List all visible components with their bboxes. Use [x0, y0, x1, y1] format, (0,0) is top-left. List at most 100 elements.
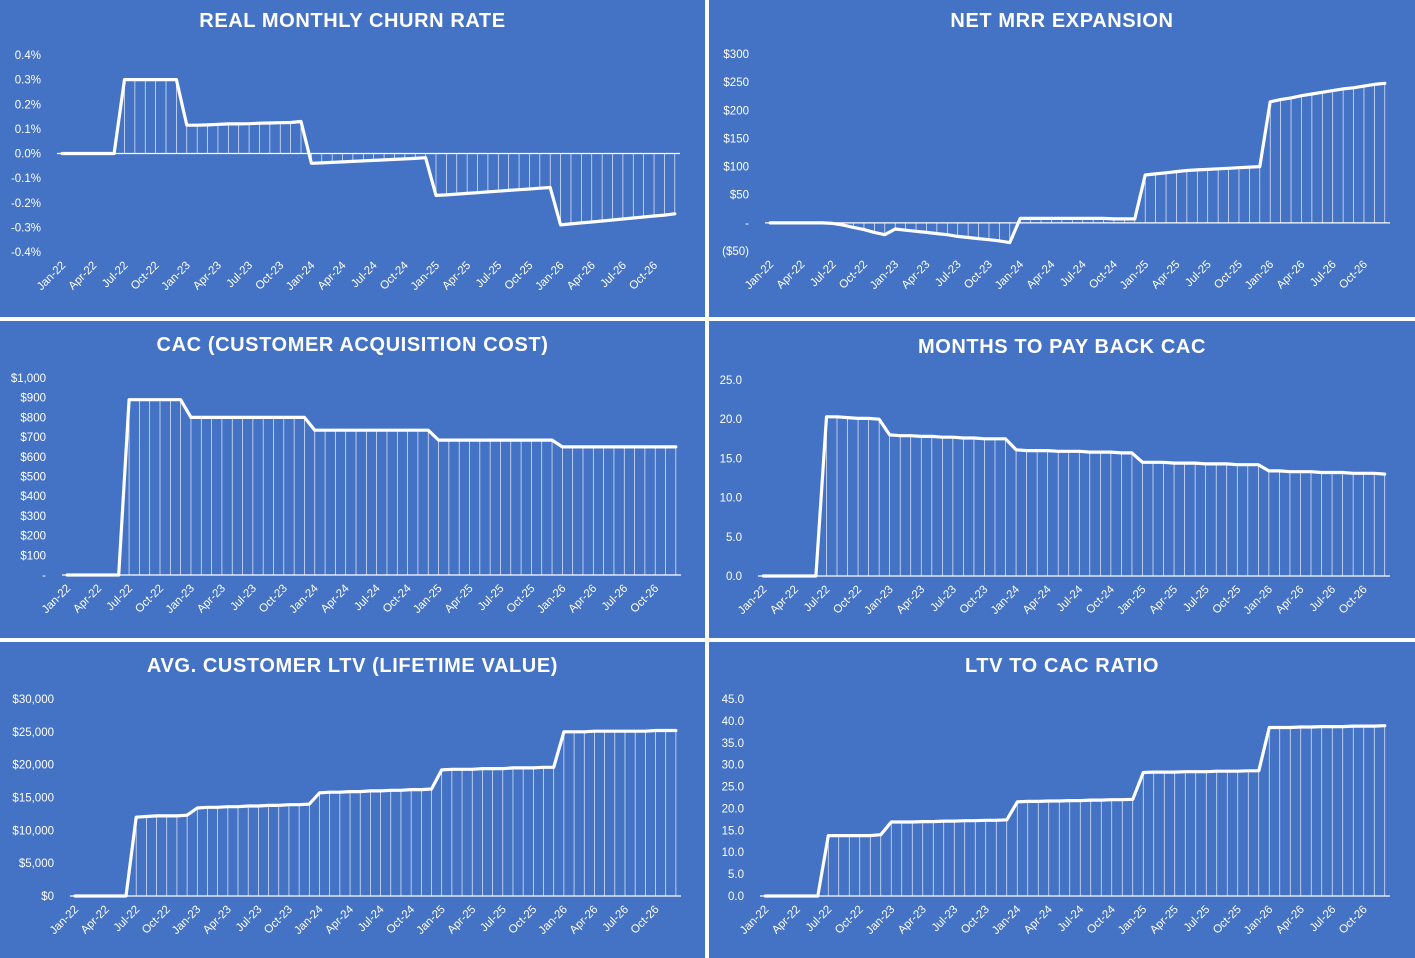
x-tick-label: Oct-25: [505, 583, 538, 616]
y-tick-label: 25.0: [720, 375, 742, 387]
chart-svg: 0.4% 0.3% 0.2% 0.1% 0.0% -0.1% -0.2% -0.3% -0.4%…: [11, 50, 680, 293]
series-line: [768, 81, 1387, 245]
x-tick-label: Apr-24: [1025, 258, 1058, 291]
x-tick-label: Apr-25: [1147, 584, 1180, 617]
x-tick-label: Jan-24: [284, 259, 318, 293]
x-tick-label: Apr-24: [316, 259, 349, 292]
x-tick-label: Oct-26: [629, 904, 662, 937]
x-tick-label: Oct-24: [1084, 583, 1117, 616]
x-tick-label: Jul-25: [476, 583, 507, 614]
y-tick-label: 40.0: [722, 716, 744, 728]
x-tick-label: Apr-24: [1022, 903, 1055, 936]
x-tick-label: Apr-26: [1274, 584, 1307, 617]
x-tick-label: Oct-22: [140, 904, 173, 937]
ltv-panel: $30,000 $25,000 $20,000 $15,000 $10,000 $5,00…: [0, 642, 705, 958]
x-tick-label: Jul-22: [802, 584, 833, 615]
y-tick-label: 20.0: [722, 803, 744, 815]
x-tick-label: Jan-23: [864, 904, 897, 937]
x-tick-label: Jan-24: [292, 903, 326, 937]
x-tick-label: Jul-26: [600, 583, 631, 614]
x-tick-label: Jan-22: [738, 904, 771, 937]
y-tick-label: -: [42, 570, 46, 582]
x-tick-label: Jan-25: [1118, 259, 1151, 292]
x-tick-label: Oct-24: [384, 903, 417, 936]
x-tick-label: Jul-24: [1058, 258, 1089, 289]
x-tick-label: Oct-23: [959, 904, 992, 937]
y-tick-label: $200: [20, 531, 46, 543]
x-tick-label: Jan-24: [993, 258, 1027, 292]
chart-title: NET MRR EXPANSION: [950, 10, 1174, 32]
x-tick-label: Apr-26: [567, 583, 600, 616]
x-tick-label: Jul-22: [100, 260, 131, 291]
chart-title: LTV TO CAC RATIO: [964, 655, 1160, 677]
x-tick-label: Oct-24: [1085, 903, 1118, 936]
y-tick-label: ($50): [722, 246, 749, 258]
y-tick-label: $200: [723, 105, 749, 117]
x-tick-label: Oct-22: [129, 260, 162, 293]
x-tick-label: Jul-26: [1308, 584, 1339, 615]
x-tick-label: Oct-24: [1087, 258, 1120, 291]
x-tick-label: Apr-25: [440, 260, 473, 293]
x-tick-label: Oct-25: [507, 904, 540, 937]
x-tick-label: Jan-25: [1116, 904, 1149, 937]
x-tick-label: Oct-23: [257, 583, 290, 616]
series-line: [60, 77, 677, 227]
x-tick-label: Jan-23: [170, 904, 203, 937]
y-tick-label: 45.0: [722, 694, 744, 706]
y-tick-label: 5.0: [726, 532, 742, 544]
x-tick-label: Apr-23: [896, 904, 929, 937]
x-tick-label: Jul-25: [1182, 904, 1213, 935]
x-tick-label: Oct-26: [1337, 904, 1370, 937]
x-tick-label: Jul-22: [804, 904, 835, 935]
x-tick-label: Jul-26: [600, 904, 631, 935]
x-tick-label: Oct-22: [831, 584, 864, 617]
y-tick-label: $400: [20, 491, 46, 503]
chart-svg: $300$250$200$150$100$50-($50)Jan-22Apr-2…: [722, 49, 1390, 292]
x-tick-label: Oct-25: [1211, 904, 1244, 937]
x-tick-label: Jul-23: [933, 259, 964, 290]
x-tick-label: Jul-24: [356, 903, 387, 934]
x-tick-label: Oct-25: [503, 260, 536, 293]
cac-panel: $1,000 $900 $800 $700 $600 $500 $400 $300 $200 $1…: [0, 321, 705, 638]
y-tick-label: $0: [41, 891, 54, 903]
y-tick-label: 0.2%: [15, 99, 41, 111]
y-tick-label: 15.0: [722, 825, 744, 837]
y-tick-label: $25,000: [12, 727, 54, 739]
x-tick-label: Apr-23: [195, 583, 228, 616]
x-tick-label: Jul-26: [1308, 904, 1339, 935]
x-tick-label: Jan-24: [288, 582, 322, 616]
series-line: [65, 398, 678, 577]
y-tick-label: $150: [723, 133, 749, 145]
x-tick-label: Jan-24: [990, 903, 1024, 937]
x-tick-label: Jan-23: [160, 260, 193, 293]
x-tick-label: Jul-23: [228, 583, 259, 614]
chart-svg: 45.040.035.030.025.020.015.010.05.00.0Ja…: [722, 694, 1390, 937]
x-tick-label: Jul-23: [234, 904, 265, 935]
x-tick-label: Oct-22: [833, 904, 866, 937]
y-tick-label: 0.1%: [15, 124, 41, 136]
x-tick-label: Jan-22: [48, 904, 81, 937]
x-tick-label: Jul-26: [598, 260, 629, 291]
y-tick-label: $50: [730, 190, 749, 202]
x-tick-label: Jul-25: [474, 260, 505, 291]
x-tick-label: Jan-26: [535, 583, 568, 616]
x-tick-label: Apr-26: [1275, 259, 1308, 292]
x-tick-label: Apr-24: [323, 903, 356, 936]
x-tick-label: Jan-26: [1243, 259, 1276, 292]
x-tick-label: Apr-24: [319, 582, 352, 615]
x-tick-label: Jan-25: [414, 904, 447, 937]
x-tick-label: Apr-23: [201, 904, 234, 937]
y-tick-label: -0.2%: [11, 198, 41, 210]
series-line: [761, 415, 1387, 578]
x-tick-label: Jan-22: [40, 583, 73, 616]
y-tick-label: $800: [20, 412, 46, 424]
y-tick-label: 0.0: [726, 571, 742, 583]
x-tick-label: Jan-26: [1242, 904, 1275, 937]
y-tick-label: $600: [20, 452, 46, 464]
x-tick-label: Jul-24: [352, 582, 383, 613]
x-tick-label: Jul-26: [1308, 259, 1339, 290]
y-tick-label: $300: [723, 49, 749, 61]
chart-svg: $1,000 $900 $800 $700 $600 $500 $400 $300 $200 $1…: [11, 373, 681, 616]
